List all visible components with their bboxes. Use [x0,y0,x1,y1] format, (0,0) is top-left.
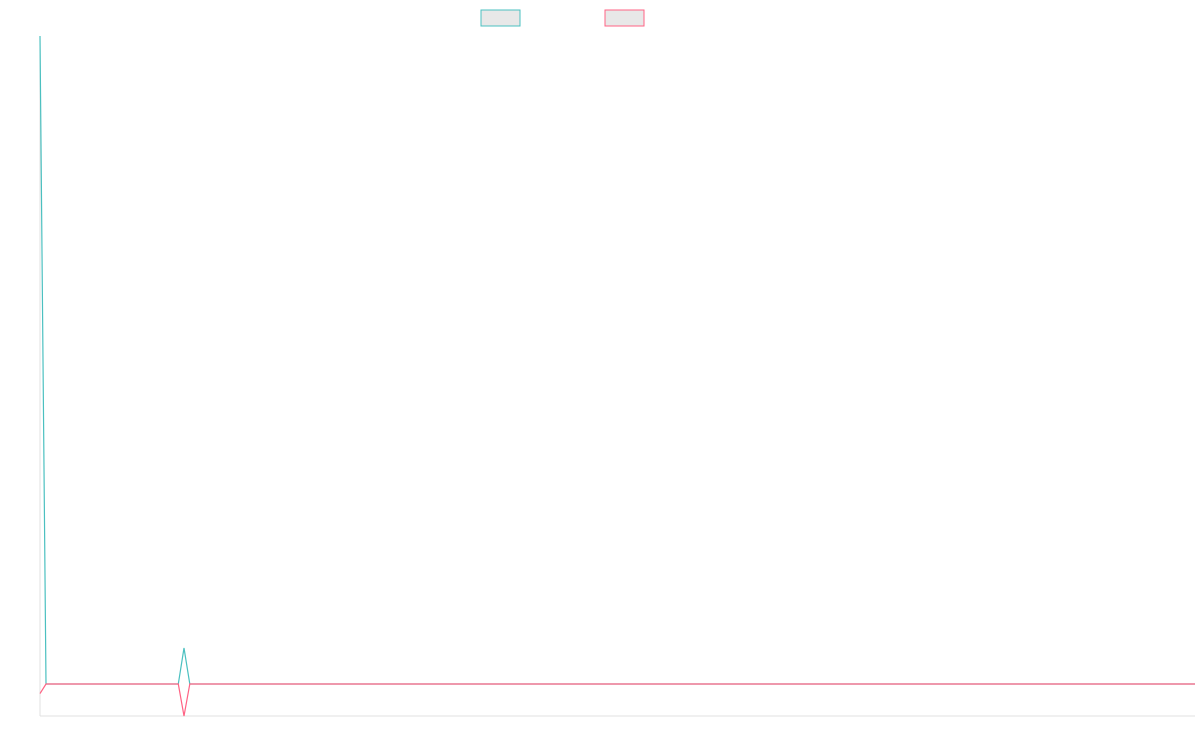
series-line-2 [39,683,1195,717]
series-line-1 [39,35,1195,685]
series-layer [39,35,1195,717]
legend-swatch-1[interactable] [480,9,521,27]
legend-swatch-2[interactable] [604,9,645,27]
legend[interactable] [480,9,645,27]
axes [39,36,1195,717]
